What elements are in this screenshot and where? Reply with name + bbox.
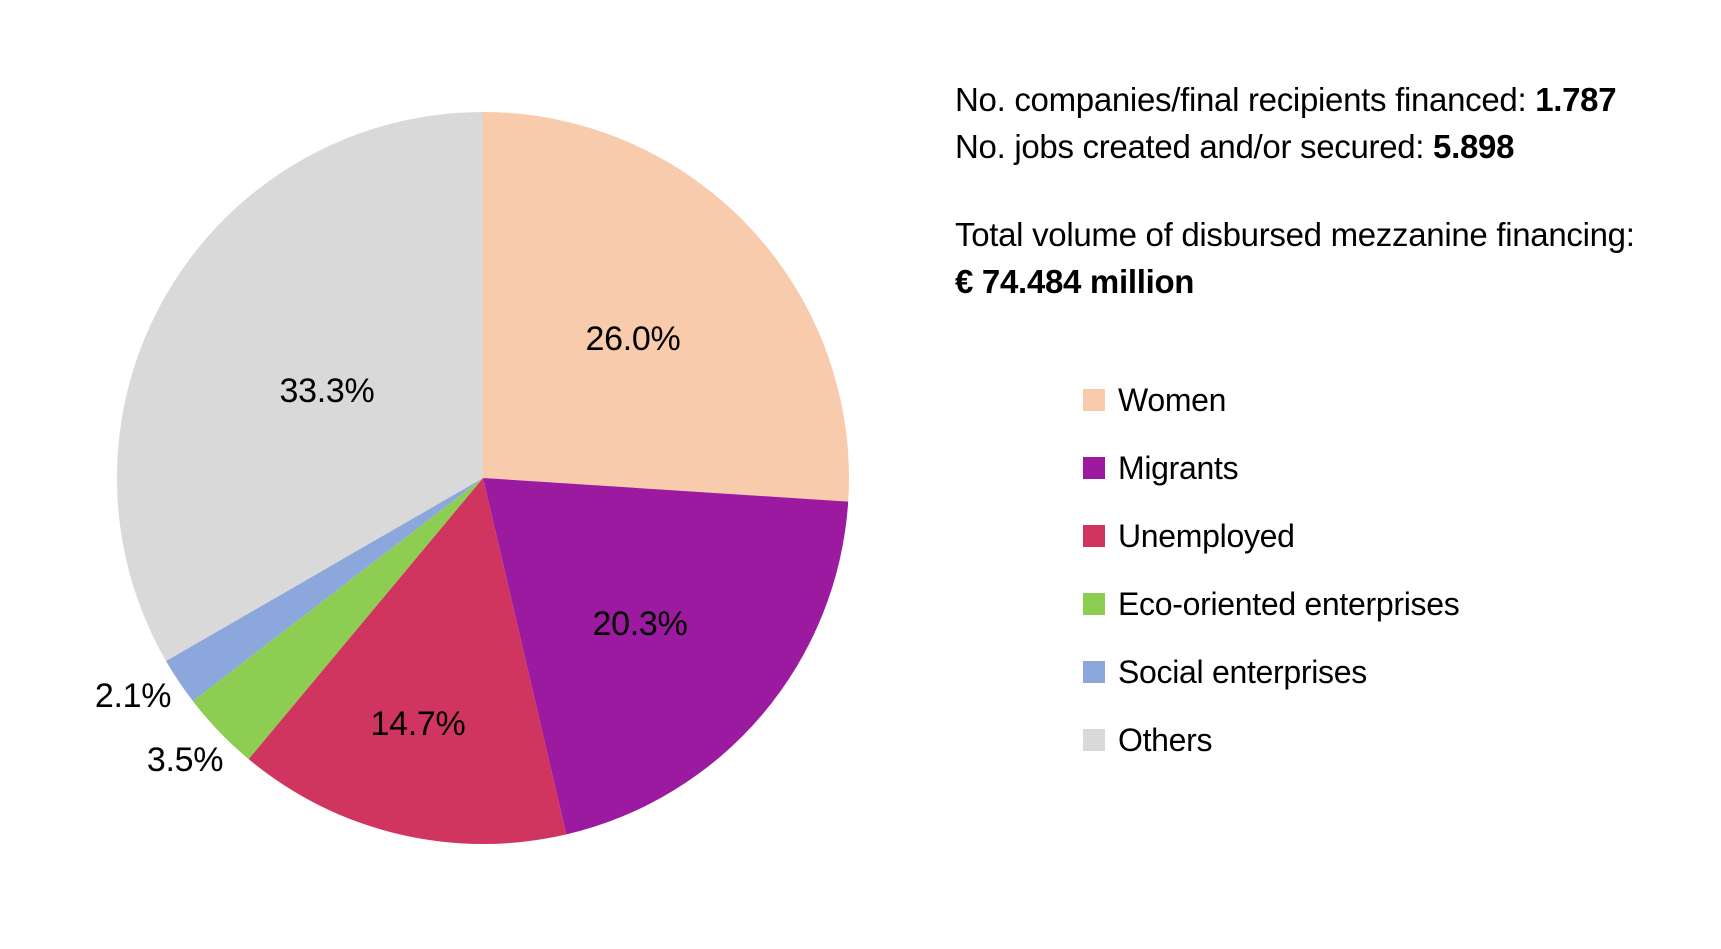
stats-line-companies-label: No. companies/final recipients financed: (955, 81, 1536, 118)
stats-line-volume-label: Total volume of disbursed mezzanine fina… (955, 216, 1635, 253)
stats-line-companies-value: 1.787 (1535, 81, 1617, 118)
pie-slice-others (116, 112, 484, 661)
stats-line-jobs: No. jobs created and/or secured: 5.898 (955, 123, 1635, 170)
stats-line-jobs-value: 5.898 (1433, 128, 1515, 165)
pie-slice-unemployed (248, 478, 567, 845)
stats-line-volume-value: € 74.484 million (955, 263, 1195, 300)
legend-item-eco-oriented-enterprises: Eco-oriented enterprises (1083, 581, 1460, 627)
percent-label-social-enterprises: 2.1% (95, 677, 171, 715)
percent-label-women: 26.0% (586, 320, 681, 358)
legend-label-eco-oriented-enterprises: Eco-oriented enterprises (1118, 585, 1460, 622)
legend-label-unemployed: Unemployed (1118, 517, 1295, 554)
stats-block: No. companies/final recipients financed:… (955, 76, 1635, 305)
legend-swatch-others (1083, 729, 1105, 751)
legend-item-migrants: Migrants (1083, 445, 1459, 491)
stats-line-companies: No. companies/final recipients financed:… (955, 76, 1635, 123)
legend-swatch-migrants (1083, 457, 1105, 479)
pie-slice-social-enterprises (166, 478, 483, 702)
pie-slice-eco-oriented-enterprises (192, 478, 483, 760)
legend-item-women: Women (1083, 377, 1459, 423)
legend-label-social-enterprises: Social enterprises (1118, 653, 1367, 690)
legend-swatch-unemployed (1083, 525, 1105, 547)
percent-label-others: 33.3% (280, 372, 375, 410)
percent-label-unemployed: 14.7% (371, 705, 466, 743)
percent-label-migrants: 20.3% (593, 605, 688, 643)
pie-slice-migrants (483, 478, 849, 835)
legend-label-women: Women (1118, 381, 1227, 418)
stats-line-jobs-label: No. jobs created and/or secured: (955, 128, 1434, 165)
pie-slice-women (483, 112, 849, 502)
percent-label-eco-oriented-enterprises: 3.5% (147, 741, 223, 779)
legend-swatch-women (1083, 389, 1105, 411)
legend-label-migrants: Migrants (1118, 449, 1239, 486)
legend: Women Migrants Unemployed Eco-oriented e… (1083, 377, 1460, 785)
legend-swatch-social-enterprises (1083, 661, 1105, 683)
legend-item-others: Others (1083, 717, 1459, 763)
legend-item-social-enterprises: Social enterprises (1083, 649, 1459, 695)
legend-label-others: Others (1118, 721, 1213, 758)
legend-swatch-eco-oriented-enterprises (1083, 593, 1105, 615)
legend-item-unemployed: Unemployed (1083, 513, 1459, 559)
